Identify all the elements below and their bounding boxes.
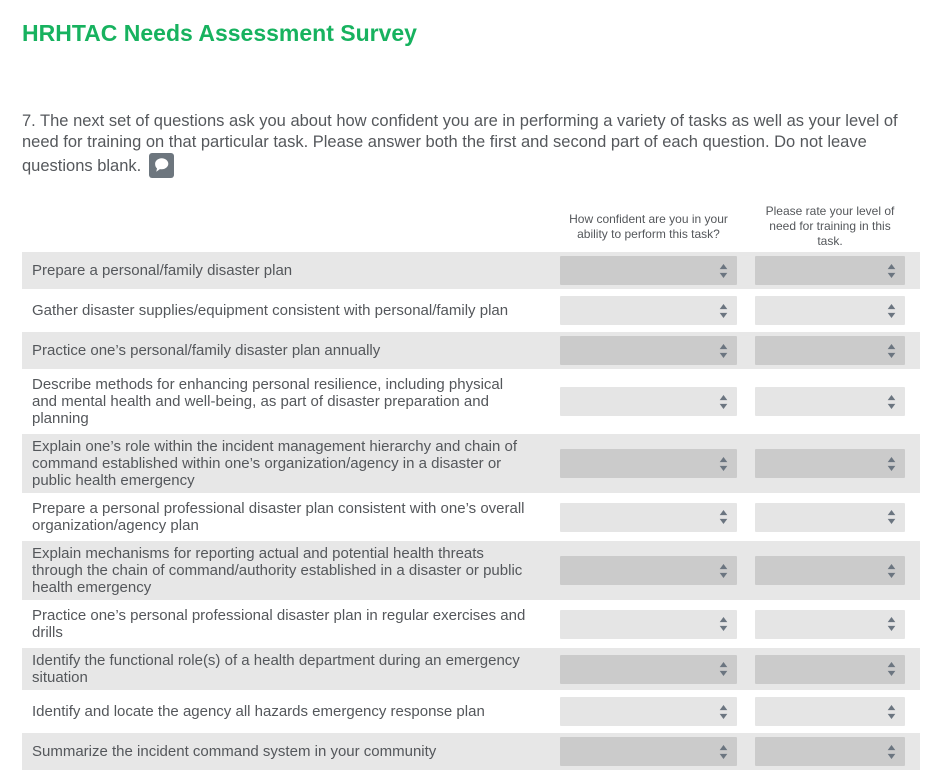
comment-bubble-icon[interactable]: [149, 153, 175, 178]
confidence-select[interactable]: [560, 336, 737, 365]
task-label: Identify and locate the agency all hazar…: [32, 703, 485, 720]
training-need-select[interactable]: [755, 336, 905, 365]
confidence-select-wrap: [560, 449, 737, 478]
training-need-select-wrap: [755, 387, 905, 416]
task-label: Gather disaster supplies/equipment consi…: [32, 302, 509, 319]
confidence-select[interactable]: [560, 296, 737, 325]
table-row: Practice one’s personal/family disaster …: [22, 332, 920, 369]
training-need-select[interactable]: [755, 502, 905, 532]
training-need-select-wrap: [755, 449, 905, 478]
confidence-select[interactable]: [560, 502, 737, 532]
task-table: Prepare a personal/family disaster plan …: [22, 252, 920, 770]
confidence-select-wrap: [560, 502, 737, 532]
confidence-select-wrap: [560, 609, 737, 639]
task-label: Identify the functional role(s) of a hea…: [32, 652, 520, 686]
confidence-select[interactable]: [560, 556, 737, 585]
training-need-select-wrap: [755, 256, 905, 285]
task-label: Explain one’s role within the incident m…: [32, 438, 518, 489]
task-label: Describe methods for enhancing personal …: [32, 376, 504, 427]
confidence-select[interactable]: [560, 387, 737, 416]
training-need-select-wrap: [755, 296, 905, 325]
training-need-select-wrap: [755, 556, 905, 585]
confidence-select-wrap: [560, 296, 737, 325]
training-need-select-wrap: [755, 609, 905, 639]
confidence-select[interactable]: [560, 737, 737, 766]
training-need-select[interactable]: [755, 256, 905, 285]
task-label: Prepare a personal professional disaster…: [32, 500, 525, 534]
confidence-select-wrap: [560, 256, 737, 285]
task-label: Explain mechanisms for reporting actual …: [32, 545, 523, 596]
confidence-select-wrap: [560, 387, 737, 416]
training-need-select[interactable]: [755, 556, 905, 585]
training-need-select-wrap: [755, 737, 905, 766]
training-need-select[interactable]: [755, 654, 905, 684]
table-row: Describe methods for enhancing personal …: [22, 372, 920, 431]
table-row: Identify the functional role(s) of a hea…: [22, 648, 920, 690]
confidence-select-wrap: [560, 697, 737, 726]
question-text: 7. The next set of questions ask you abo…: [22, 112, 898, 175]
training-need-select[interactable]: [755, 737, 905, 766]
table-row: Explain one’s role within the incident m…: [22, 434, 920, 493]
question-block: 7. The next set of questions ask you abo…: [22, 111, 920, 178]
task-label: Summarize the incident command system in…: [32, 743, 437, 760]
training-need-select-wrap: [755, 502, 905, 532]
task-label: Practice one’s personal professional dis…: [32, 607, 526, 641]
training-need-select[interactable]: [755, 296, 905, 325]
confidence-select-wrap: [560, 654, 737, 684]
training-need-select[interactable]: [755, 697, 905, 726]
confidence-select-wrap: [560, 737, 737, 766]
table-row: Gather disaster supplies/equipment consi…: [22, 292, 920, 329]
table-header-row: How confident are you in your ability to…: [22, 204, 920, 249]
table-row: Practice one’s personal professional dis…: [22, 603, 920, 645]
survey-title: HRHTAC Needs Assessment Survey: [22, 20, 417, 46]
training-need-select-wrap: [755, 697, 905, 726]
confidence-select-wrap: [560, 556, 737, 585]
column-header-confidence: How confident are you in your ability to…: [569, 211, 728, 241]
training-need-select[interactable]: [755, 609, 905, 639]
task-label: Practice one’s personal/family disaster …: [32, 342, 381, 359]
confidence-select[interactable]: [560, 697, 737, 726]
table-row: Explain mechanisms for reporting actual …: [22, 541, 920, 600]
table-row: Prepare a personal professional disaster…: [22, 496, 920, 538]
confidence-select[interactable]: [560, 609, 737, 639]
training-need-select[interactable]: [755, 449, 905, 478]
confidence-select[interactable]: [560, 654, 737, 684]
table-row: Summarize the incident command system in…: [22, 733, 920, 770]
confidence-select[interactable]: [560, 449, 737, 478]
training-need-select[interactable]: [755, 387, 905, 416]
confidence-select[interactable]: [560, 256, 737, 285]
table-row: Prepare a personal/family disaster plan: [22, 252, 920, 289]
table-row: Identify and locate the agency all hazar…: [22, 693, 920, 730]
confidence-select-wrap: [560, 336, 737, 365]
column-header-training-need: Please rate your level of need for train…: [765, 204, 895, 248]
training-need-select-wrap: [755, 336, 905, 365]
training-need-select-wrap: [755, 654, 905, 684]
task-label: Prepare a personal/family disaster plan: [32, 262, 293, 279]
